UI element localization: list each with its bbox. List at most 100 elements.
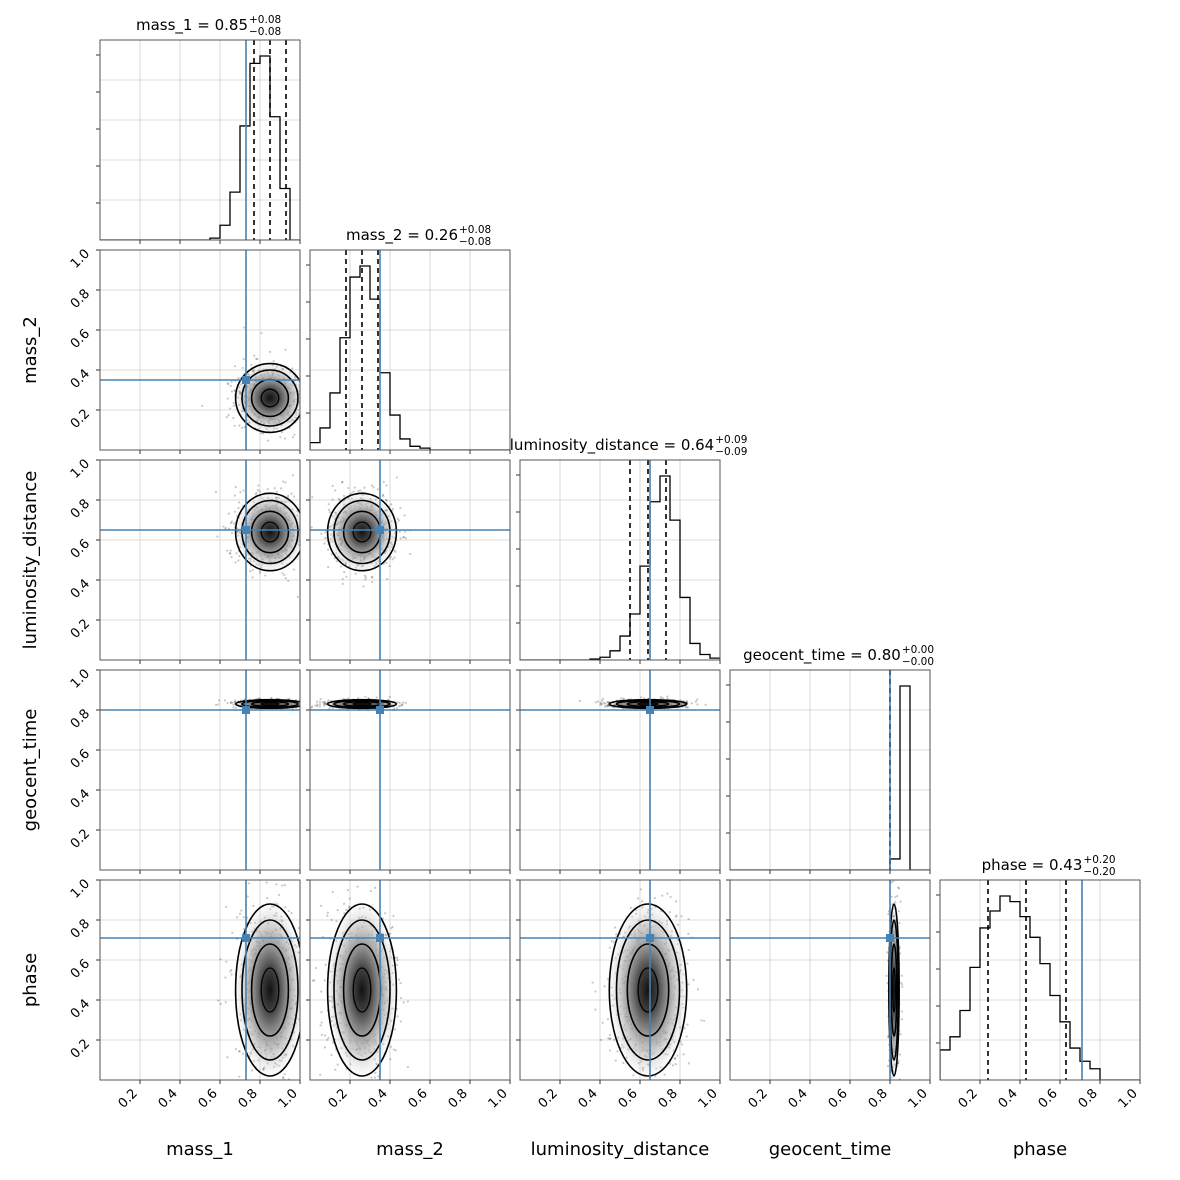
sample-point <box>327 503 330 506</box>
y-axis-label: luminosity_distance <box>20 471 41 650</box>
title-upper-error: +0.08 <box>459 224 491 236</box>
x-tick-label: 1.0 <box>696 1086 721 1111</box>
sample-point <box>271 875 273 877</box>
sample-point <box>336 908 339 912</box>
sample-point <box>887 1035 890 1039</box>
sample-point <box>319 698 322 701</box>
y-tick-label: 1.0 <box>68 246 93 271</box>
sample-point <box>704 703 707 706</box>
scatter-panel-geocent_time-vs-phase <box>726 879 931 1112</box>
sample-point <box>356 885 359 888</box>
sample-point <box>229 407 232 410</box>
sample-point <box>891 1110 893 1112</box>
sample-point <box>353 486 356 489</box>
sample-point <box>323 1046 326 1049</box>
sample-point <box>305 430 307 432</box>
histogram-bin <box>690 643 700 660</box>
y-tick-label: 0.2 <box>68 616 93 641</box>
sample-point <box>687 1062 690 1065</box>
sample-point <box>270 696 273 700</box>
sample-point <box>232 416 235 420</box>
sample-point <box>394 550 397 553</box>
sample-point <box>360 1084 362 1086</box>
sample-point <box>685 700 689 703</box>
sample-point <box>230 968 233 972</box>
histogram-geocent_time <box>730 685 930 870</box>
sample-point <box>251 568 254 572</box>
sample-point <box>291 474 294 477</box>
sample-point <box>377 1075 380 1078</box>
sample-point <box>398 701 401 704</box>
sample-point <box>301 514 303 516</box>
x-tick-label: 1.0 <box>276 1086 301 1111</box>
sample-point <box>229 384 232 388</box>
sample-point <box>227 382 230 386</box>
sample-point <box>319 1073 322 1076</box>
sample-point <box>259 571 262 575</box>
scatter-panel-mass_2-vs-phase <box>306 871 511 1086</box>
sample-point <box>692 978 695 982</box>
y-axis-label: mass_2 <box>20 316 41 384</box>
sample-point <box>696 703 699 706</box>
sample-point <box>330 918 333 922</box>
sample-point <box>283 884 287 887</box>
sample-point <box>399 1020 403 1023</box>
sample-point <box>633 861 635 863</box>
sample-point <box>385 484 388 487</box>
sample-point <box>312 700 314 702</box>
panel-frame <box>939 879 1141 1081</box>
contour-line <box>260 967 280 1013</box>
y-tick-label: 0.4 <box>68 366 93 391</box>
contour-line <box>333 919 391 1061</box>
sample-point <box>897 1061 900 1064</box>
sample-point <box>301 944 303 946</box>
sample-point <box>302 544 304 546</box>
histogram-bin <box>660 476 670 660</box>
sample-point <box>409 552 412 556</box>
histogram-bin <box>250 63 260 240</box>
y-tick-label: 0.4 <box>68 576 93 601</box>
sample-point <box>296 595 299 598</box>
sample-point <box>315 966 318 970</box>
sample-point <box>900 1018 904 1021</box>
contour-line <box>352 967 372 1013</box>
sample-point <box>326 914 329 917</box>
sample-point <box>256 489 260 492</box>
histogram-bin <box>380 373 390 450</box>
sample-point <box>307 1002 309 1004</box>
title-name: luminosity_distance <box>510 436 659 455</box>
sample-point <box>661 697 664 700</box>
x-tick-label: 0.8 <box>446 1086 471 1111</box>
sample-point <box>899 952 902 955</box>
sample-point <box>669 895 672 899</box>
panel-content <box>100 460 304 660</box>
sample-point <box>400 703 403 706</box>
histogram-bin <box>990 911 1000 1080</box>
sample-point <box>323 701 326 704</box>
truth-marker <box>646 934 654 942</box>
sample-point <box>594 990 597 993</box>
sample-point <box>283 437 287 440</box>
sample-point <box>388 565 391 568</box>
sample-point <box>591 981 594 984</box>
histogram-bin <box>280 188 290 240</box>
sample-point <box>578 699 581 703</box>
sample-point <box>897 910 900 913</box>
sample-point <box>897 1059 900 1062</box>
sample-point <box>390 927 393 930</box>
sample-point <box>319 1024 322 1027</box>
sample-point <box>395 1080 397 1082</box>
sample-point <box>234 561 237 564</box>
sample-point <box>306 1037 308 1039</box>
sample-point <box>311 979 315 982</box>
sample-point <box>359 871 361 873</box>
panel-content <box>730 880 930 1112</box>
sample-point <box>233 424 236 427</box>
sample-point <box>224 1001 227 1004</box>
contour-line <box>250 510 290 554</box>
sample-point <box>382 494 385 498</box>
sample-point <box>300 383 302 385</box>
sample-point <box>316 704 319 708</box>
sample-point <box>314 704 317 707</box>
sample-point <box>282 1077 285 1080</box>
